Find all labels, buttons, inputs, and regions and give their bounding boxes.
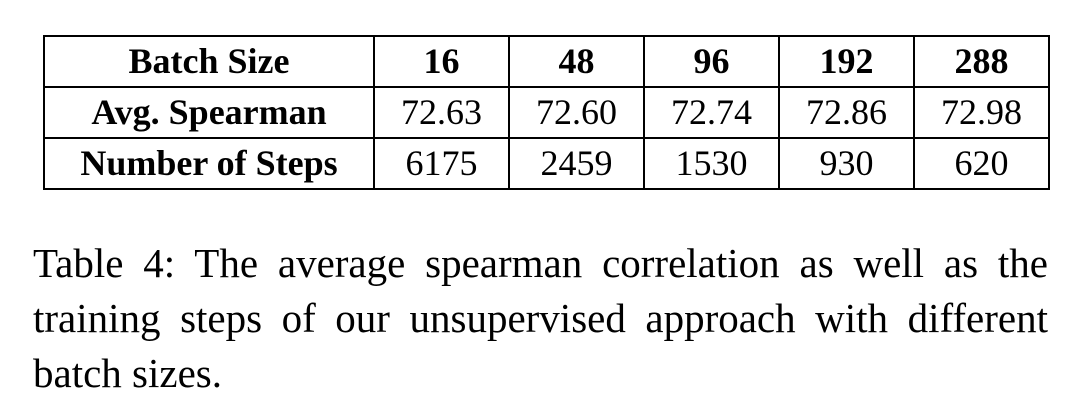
table-cell: 930	[778, 137, 915, 190]
table-cell: 72.86	[778, 86, 915, 139]
table-cell: 72.98	[913, 86, 1050, 139]
table-cell: 2459	[508, 137, 645, 190]
table-header-row: Batch Size 16 48 96 192 288	[43, 35, 1050, 88]
table-cell: 1530	[643, 137, 780, 190]
table-row: Number of Steps 6175 2459 1530 930 620	[43, 137, 1050, 190]
table-cell: 6175	[373, 137, 510, 190]
table-caption: Table 4: The average spearman correlatio…	[33, 240, 1048, 396]
table-row: Avg. Spearman 72.63 72.60 72.74 72.86 72…	[43, 86, 1050, 139]
table-cell: 620	[913, 137, 1050, 190]
table-cell: 72.60	[508, 86, 645, 139]
header-cell: 16	[373, 35, 510, 88]
header-cell: 288	[913, 35, 1050, 88]
table-cell: 72.74	[643, 86, 780, 139]
results-table: Batch Size 16 48 96 192 288 Avg. Spearma…	[43, 35, 1050, 190]
row-label: Number of Steps	[43, 137, 375, 190]
header-cell: 192	[778, 35, 915, 88]
header-cell: 48	[508, 35, 645, 88]
header-label: Batch Size	[43, 35, 375, 88]
row-label: Avg. Spearman	[43, 86, 375, 139]
header-cell: 96	[643, 35, 780, 88]
table-cell: 72.63	[373, 86, 510, 139]
